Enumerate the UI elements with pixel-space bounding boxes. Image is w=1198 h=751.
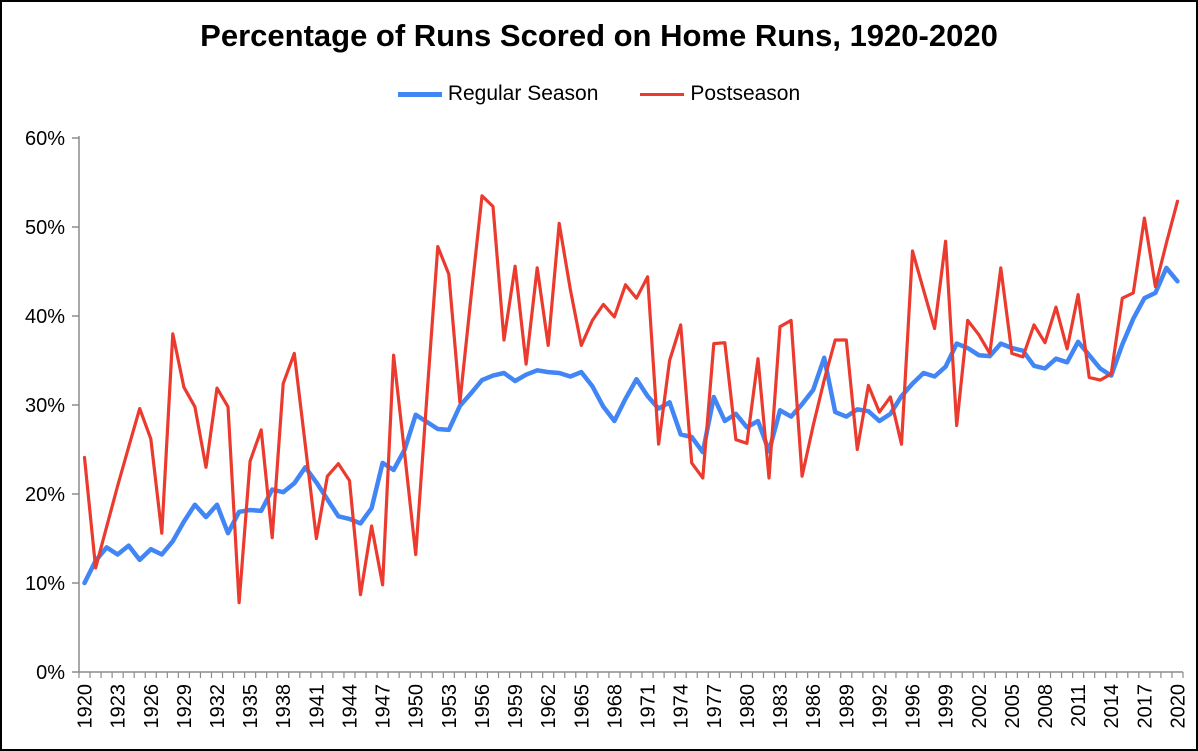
x-tick-label: 1935 (240, 684, 262, 729)
regular-season-line (82, 265, 1180, 586)
x-tick-label: 1974 (671, 684, 693, 729)
x-tick-label: 1971 (638, 684, 660, 729)
x-tick-label: 2020 (1167, 684, 1189, 729)
y-axis-ticks-and-labels: 0% 10% 20% 30% 40% 50% 60% (25, 128, 79, 684)
y-tick-label: 60% (25, 128, 65, 150)
y-tick-label: 30% (25, 395, 65, 417)
x-tick-label: 1932 (207, 684, 229, 729)
x-tick-label: 1996 (903, 684, 925, 729)
x-tick-label: 1992 (869, 684, 891, 729)
postseason-line (82, 194, 1180, 605)
y-tick-label: 0% (36, 662, 65, 684)
x-tick-label: 1977 (704, 684, 726, 729)
legend-item-regular-season: Regular Season (397, 82, 599, 106)
axes (78, 136, 1183, 673)
x-tick-label: 1923 (108, 684, 130, 729)
x-tick-label: 1953 (439, 684, 461, 729)
y-tick-label: 20% (25, 484, 65, 506)
x-tick-label: 2005 (1002, 684, 1024, 729)
x-tick-label: 1980 (737, 684, 759, 729)
chart-legend: Regular Season Postseason (2, 82, 1196, 106)
x-tick-label: 1999 (936, 684, 958, 729)
x-tick-label: 1983 (770, 684, 792, 729)
x-tick-label: 1956 (472, 684, 494, 729)
x-tick-label: 1926 (141, 684, 163, 729)
legend-item-postseason: Postseason (640, 82, 800, 106)
x-axis-ticks (78, 672, 1184, 678)
x-tick-label: 1944 (339, 684, 361, 729)
regular-season-line-swatch (397, 91, 442, 97)
x-tick-label: 1920 (75, 684, 97, 729)
x-tick-label: 2011 (1068, 684, 1090, 727)
x-tick-label: 2008 (1035, 684, 1057, 729)
x-axis-labels: 1920 1923 1926 1929 1932 1935 1938 1941 1944 1947… (75, 684, 1190, 729)
x-tick-label: 1938 (273, 684, 295, 729)
y-tick-label: 10% (25, 573, 65, 595)
x-tick-label: 1965 (571, 684, 593, 729)
x-tick-label: 1947 (373, 684, 395, 729)
x-tick-label: 1959 (505, 684, 527, 729)
postseason-line-swatch (640, 92, 685, 96)
y-tick-label: 50% (25, 217, 65, 239)
x-tick-label: 1929 (174, 684, 196, 729)
x-tick-label: 1989 (836, 684, 858, 729)
x-tick-label: 1962 (538, 684, 560, 729)
chart-title: Percentage of Runs Scored on Home Runs, … (200, 18, 998, 53)
x-tick-label: 1968 (604, 684, 626, 729)
x-tick-label: 2017 (1134, 684, 1156, 729)
legend-label-regular-season: Regular Season (447, 82, 599, 105)
y-tick-label: 40% (25, 306, 65, 328)
x-tick-label: 2002 (969, 684, 991, 729)
x-tick-label: 2014 (1101, 684, 1123, 729)
x-tick-label: 1941 (306, 684, 328, 729)
x-tick-label: 1986 (803, 684, 825, 729)
x-tick-label: 1950 (406, 684, 428, 729)
legend-label-postseason: Postseason (690, 82, 801, 105)
